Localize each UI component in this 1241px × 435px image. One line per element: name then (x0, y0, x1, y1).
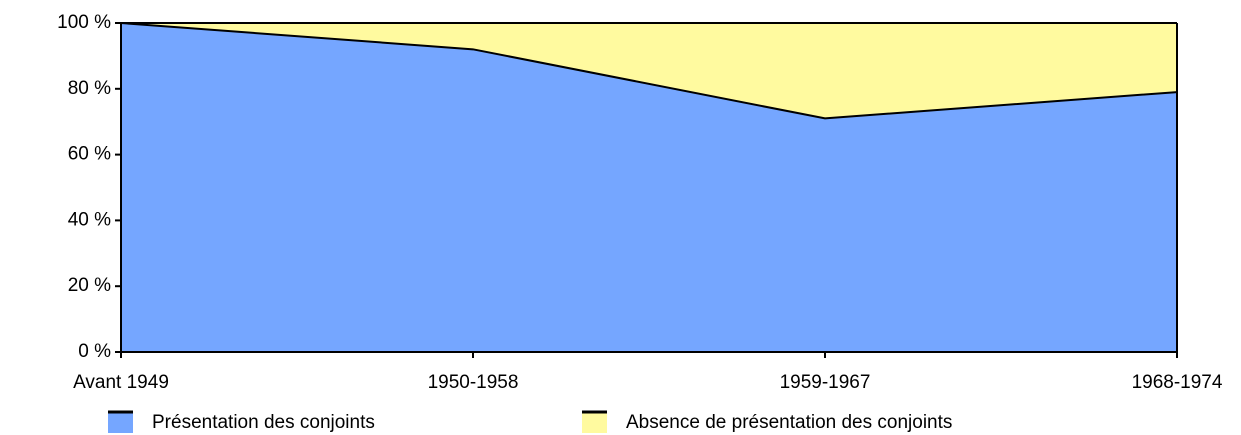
x-tick-label: 1968-1974 (1132, 372, 1223, 393)
area (121, 23, 1177, 352)
legend-swatch (108, 411, 133, 433)
legend-label: Présentation des conjoints (152, 412, 375, 433)
x-tick-label: 1959-1967 (780, 372, 871, 393)
area-line (120, 22, 1178, 120)
x-tick-label: Avant 1949 (73, 372, 169, 393)
legend-label: Absence de présentation des conjoints (626, 412, 952, 433)
y-tick-label: 20 % (68, 275, 111, 296)
y-tick-label: 40 % (68, 209, 111, 230)
y-tick-label: 60 % (68, 144, 111, 165)
x-tick-label: 1950-1958 (428, 372, 519, 393)
y-tick-label: 100 % (57, 12, 111, 33)
y-tick-label: 0 % (78, 341, 111, 362)
area (121, 23, 1177, 119)
y-tick-label: 80 % (68, 78, 111, 99)
legend-swatch (582, 411, 607, 433)
